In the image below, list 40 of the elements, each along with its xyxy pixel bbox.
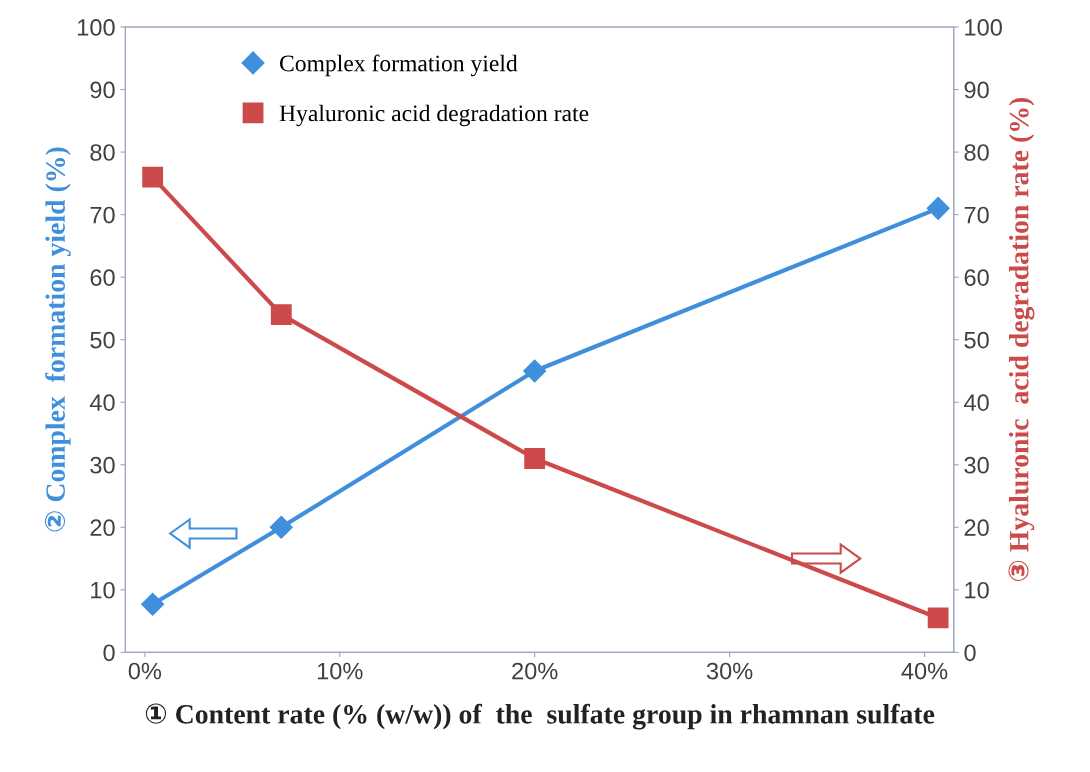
y-tick-label: 50	[90, 331, 115, 349]
y2-tick-label: 0	[964, 644, 976, 662]
y-tick-label: 40	[89, 394, 115, 411]
legend-label: Hyaluronic acid degradation rate	[279, 104, 589, 127]
legend-label: Complex formation yield	[279, 54, 518, 77]
point	[927, 607, 949, 629]
x-tick-label: 20%	[512, 662, 558, 680]
y-tick-label: 10	[91, 581, 115, 599]
x-tick-label: 30%	[706, 662, 753, 680]
x-axis-title: ① Content rate (% (w/w)) of the sulfate group in rhamnan sulfate	[145, 703, 935, 730]
y2-tick-label: 40	[964, 394, 989, 411]
y2-tick-label: 20	[964, 519, 989, 537]
point	[523, 359, 547, 383]
point	[269, 515, 293, 539]
y2-tick-label: 50	[964, 331, 989, 349]
point	[142, 166, 164, 188]
y2-tick-label: 30	[964, 456, 989, 474]
y-tick-label: 60	[90, 269, 115, 286]
y2-tick-label: 10	[965, 581, 989, 599]
y-tick-label: 30	[90, 456, 115, 474]
x-tick-label: 0%	[128, 662, 162, 680]
y-tick-label: 90	[90, 81, 115, 99]
y2-axis-title: ③ Hyaluronic acid degradation rate (%)	[1008, 97, 1035, 582]
y2-tick-label: 70	[964, 206, 989, 224]
point	[141, 592, 165, 616]
point	[926, 196, 950, 220]
y2-tick-label: 90	[964, 81, 989, 99]
point	[270, 304, 292, 326]
y-tick-label: 0	[103, 644, 115, 662]
x-tick-label: 10%	[317, 662, 363, 680]
y-tick-label: 100	[78, 19, 115, 36]
y2-tick-label: 80	[964, 144, 989, 161]
y-tick-label: 70	[90, 206, 115, 224]
y-tick-label: 20	[90, 519, 115, 537]
point	[524, 448, 546, 469]
y2-tick-label: 100	[965, 19, 1002, 36]
y-axis-title: ② Complex formation yield (%)	[44, 147, 71, 532]
y-tick-label: 80	[90, 144, 115, 161]
x-tick-label: 40%	[901, 662, 948, 680]
y2-tick-label: 60	[964, 269, 989, 286]
